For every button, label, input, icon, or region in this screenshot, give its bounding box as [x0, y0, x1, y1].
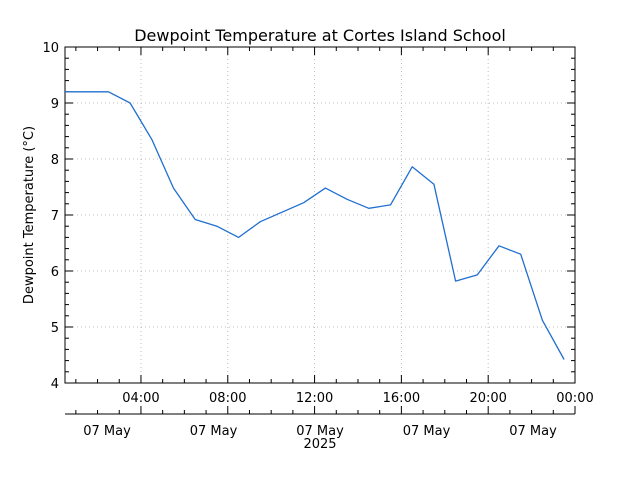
y-axis: 4 5 6 7 8 9 10 — [42, 41, 575, 392]
x-tick-label: 04:00 — [122, 391, 159, 406]
y-tick-label: 8 — [51, 153, 59, 168]
x-tick-label: 08:00 — [209, 391, 246, 406]
x-tick-label: 12:00 — [296, 391, 333, 406]
x-axis: 04:00 08:00 12:00 16:00 20:00 00:00 — [75, 47, 594, 406]
year-label: 2025 — [303, 437, 336, 452]
date-label: 07 May — [403, 424, 451, 439]
y-tick-label: 4 — [51, 377, 59, 392]
y-axis-label: Dewpoint Temperature (°C) — [22, 126, 37, 304]
date-label: 07 May — [190, 424, 238, 439]
x-tick-label: 16:00 — [383, 391, 420, 406]
date-label: 07 May — [83, 424, 131, 439]
x-tick-label: 20:00 — [469, 391, 506, 406]
y-tick-label: 5 — [51, 321, 59, 336]
y-tick-label: 9 — [51, 97, 59, 112]
series-layer — [65, 91, 565, 360]
series-line — [65, 91, 565, 360]
y-tick-label: 10 — [42, 41, 59, 56]
chart-title: Dewpoint Temperature at Cortes Island Sc… — [134, 26, 506, 45]
y-tick-label: 6 — [51, 265, 59, 280]
date-axis: 07 May 07 May 07 May 07 May 07 May — [65, 406, 576, 439]
x-tick-label: 00:00 — [556, 391, 593, 406]
date-label: 07 May — [509, 424, 557, 439]
grid-lines — [65, 47, 575, 383]
y-tick-label: 7 — [51, 209, 59, 224]
date-label: 07 May — [296, 424, 344, 439]
